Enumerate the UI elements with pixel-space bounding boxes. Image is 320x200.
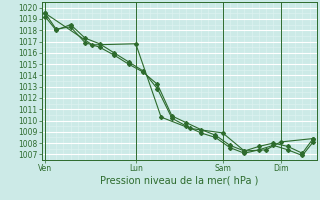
X-axis label: Pression niveau de la mer( hPa ): Pression niveau de la mer( hPa ) <box>100 176 258 186</box>
